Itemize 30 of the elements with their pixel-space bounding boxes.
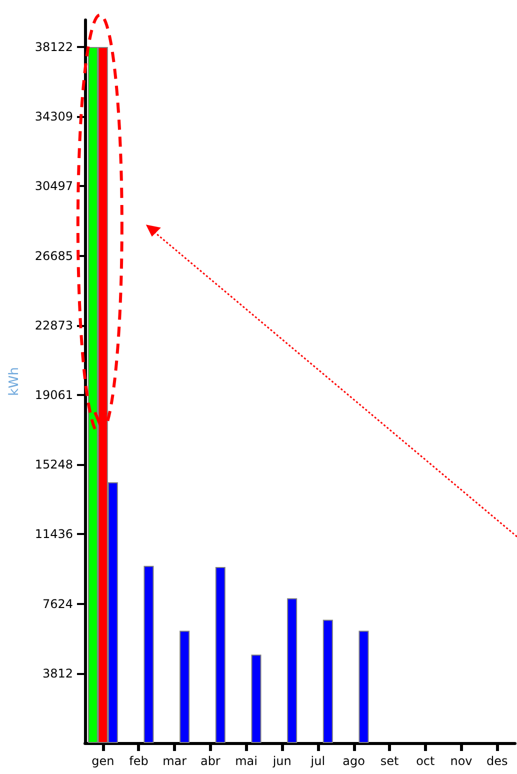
x-tick-label: jul <box>310 754 326 768</box>
x-tick-label: oct <box>416 754 436 768</box>
bar <box>144 566 154 743</box>
x-tick-label: mai <box>235 754 258 768</box>
y-tick-label: 11436 <box>34 527 73 542</box>
x-tick-label: set <box>380 754 400 768</box>
x-tick-label: jun <box>272 754 292 768</box>
bar <box>358 630 369 743</box>
y-tick-label: 34309 <box>34 110 73 124</box>
x-tick-label: des <box>486 754 508 768</box>
y-tick-label: 30497 <box>34 179 73 194</box>
y-tick-label: 22873 <box>34 318 73 332</box>
bar <box>322 620 333 743</box>
y-axis-title: kWh <box>7 367 22 396</box>
bar <box>287 598 298 743</box>
x-tick-label: abr <box>200 754 220 768</box>
bar <box>215 566 226 743</box>
x-tick-label: mar <box>162 754 187 768</box>
y-tick-label: 38122 <box>34 40 73 54</box>
bar <box>180 630 190 743</box>
y-tick-label: 3812 <box>42 666 73 680</box>
y-tick-label: 7624 <box>42 596 73 611</box>
y-tick-label: 19061 <box>34 388 73 402</box>
x-tick-label: nov <box>450 754 472 768</box>
bar <box>251 654 262 743</box>
x-tick-label: ago <box>342 754 365 768</box>
x-tick-label: feb <box>129 754 148 768</box>
y-tick-label: 15248 <box>34 458 73 472</box>
x-tick-label: gen <box>92 754 114 768</box>
y-tick-label: 26685 <box>34 248 73 263</box>
